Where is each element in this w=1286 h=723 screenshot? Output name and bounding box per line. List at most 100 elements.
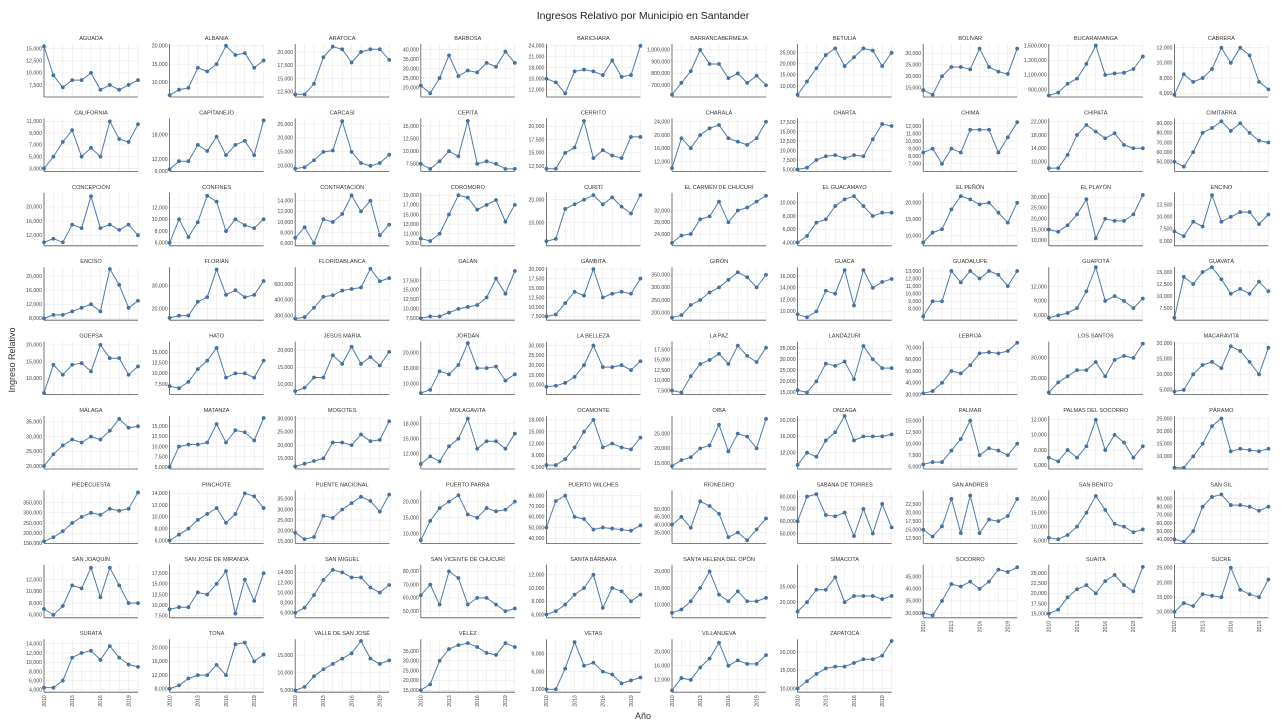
data-point bbox=[670, 315, 674, 320]
x-tick-label: 2010 bbox=[1172, 621, 1178, 633]
data-point bbox=[465, 68, 470, 73]
data-point bbox=[572, 375, 577, 379]
data-point bbox=[293, 530, 298, 535]
y-tick-label: 9,000 bbox=[531, 652, 544, 658]
data-point bbox=[1257, 595, 1261, 600]
data-point bbox=[1172, 465, 1177, 470]
y-tick-label: 20,000 bbox=[403, 678, 419, 684]
data-point bbox=[312, 535, 316, 539]
data-point bbox=[359, 494, 363, 499]
data-point bbox=[996, 272, 1001, 277]
data-point bbox=[996, 351, 1001, 356]
data-point bbox=[1247, 359, 1252, 364]
data-point bbox=[293, 688, 298, 693]
data-point bbox=[503, 378, 508, 383]
x-tick-label: 2013 bbox=[1075, 621, 1081, 633]
data-point bbox=[1210, 193, 1214, 198]
data-point bbox=[610, 441, 615, 446]
data-point bbox=[484, 439, 489, 444]
data-point bbox=[387, 419, 392, 424]
data-point bbox=[949, 207, 954, 212]
data-point bbox=[698, 665, 703, 670]
y-tick-label: 20,000 bbox=[403, 499, 419, 505]
data-point bbox=[136, 298, 140, 303]
facet-title: PUERTO WILCHES bbox=[568, 482, 618, 488]
data-point bbox=[1210, 67, 1214, 71]
y-tick-label: 12,500 bbox=[403, 297, 419, 303]
data-point bbox=[70, 362, 75, 367]
facet-title: MÁLAGA bbox=[79, 407, 103, 414]
data-point bbox=[447, 212, 451, 217]
data-point bbox=[745, 662, 750, 666]
y-tick-label: 10,000 bbox=[1031, 524, 1047, 530]
data-point bbox=[842, 64, 847, 68]
y-tick-label: 28,000 bbox=[654, 220, 670, 226]
facet-title: OCAMONTE bbox=[577, 408, 610, 414]
data-point bbox=[321, 578, 326, 582]
y-tick-label: 20,000 bbox=[26, 464, 42, 470]
data-point bbox=[764, 193, 768, 198]
data-point bbox=[1015, 340, 1020, 345]
y-tick-label: 3,000 bbox=[531, 687, 544, 693]
data-point bbox=[814, 220, 819, 225]
data-point bbox=[494, 509, 498, 514]
data-point bbox=[977, 531, 982, 536]
data-point bbox=[996, 150, 1001, 155]
y-tick-label: 35,000 bbox=[26, 420, 42, 426]
data-point bbox=[563, 301, 568, 306]
data-point bbox=[224, 440, 228, 445]
y-tick-label: 30,000 bbox=[529, 343, 545, 349]
y-tick-label: 10,000 bbox=[26, 589, 42, 595]
data-point bbox=[563, 380, 568, 385]
data-point bbox=[833, 204, 838, 208]
data-point bbox=[670, 688, 674, 693]
data-point bbox=[214, 267, 219, 272]
facet-title: SIMACOTA bbox=[830, 557, 859, 563]
data-point bbox=[312, 305, 316, 310]
y-tick-label: 10,000 bbox=[1157, 610, 1173, 616]
y-tick-label: 30,000 bbox=[780, 357, 796, 363]
data-point bbox=[79, 361, 84, 366]
data-point bbox=[126, 372, 131, 377]
data-point bbox=[418, 462, 423, 466]
y-tick-label: 14,000 bbox=[277, 199, 293, 205]
data-point bbox=[1056, 313, 1061, 318]
data-point bbox=[1056, 90, 1061, 95]
data-point bbox=[823, 438, 828, 443]
y-tick-label: 30,000 bbox=[277, 416, 293, 422]
y-tick-label: 90,000 bbox=[1157, 121, 1173, 127]
data-point bbox=[805, 390, 809, 395]
data-point bbox=[302, 315, 307, 319]
x-tick-label: 2010 bbox=[167, 695, 173, 707]
data-point bbox=[670, 388, 674, 393]
y-tick-label: 12,000 bbox=[780, 450, 796, 456]
y-tick-label: 16,000 bbox=[26, 219, 42, 225]
data-point bbox=[177, 683, 181, 688]
data-point bbox=[745, 205, 750, 210]
y-tick-label: 12,000 bbox=[26, 651, 42, 657]
data-point bbox=[745, 353, 750, 358]
data-point bbox=[42, 685, 46, 690]
facet-title: VETAS bbox=[584, 631, 602, 637]
data-point bbox=[1075, 368, 1079, 373]
data-point bbox=[949, 269, 954, 273]
data-point bbox=[330, 293, 335, 298]
data-point bbox=[968, 127, 973, 132]
x-tick-label: 2016 bbox=[475, 695, 481, 707]
facet-title: BOLÍVAR bbox=[958, 35, 982, 42]
data-point bbox=[921, 150, 926, 155]
facet-title: BARBOSA bbox=[454, 36, 481, 42]
data-point bbox=[437, 76, 442, 80]
y-tick-label: 14,000 bbox=[277, 570, 293, 576]
y-tick-label: 15,000 bbox=[1031, 511, 1047, 517]
data-point bbox=[1112, 294, 1117, 299]
x-tick-label: 2019 bbox=[1257, 621, 1263, 633]
y-tick-label: 10,000 bbox=[152, 603, 168, 609]
facet-title: CURITÍ bbox=[584, 184, 603, 191]
data-point bbox=[428, 166, 433, 171]
data-point bbox=[688, 525, 693, 530]
